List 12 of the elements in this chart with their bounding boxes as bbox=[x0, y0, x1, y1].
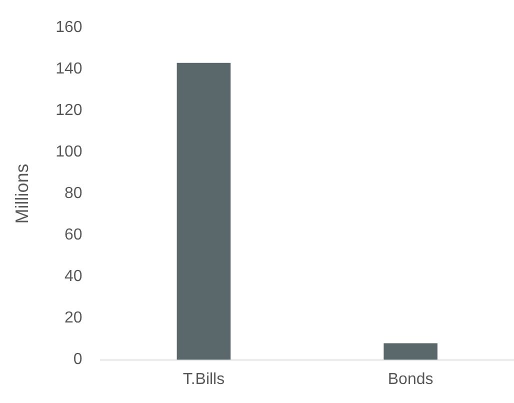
y-tick-label: 100 bbox=[56, 144, 82, 161]
y-axis-title: Millions bbox=[12, 164, 32, 224]
y-tick-label: 40 bbox=[64, 268, 82, 286]
y-tick-label: 160 bbox=[56, 19, 82, 36]
y-tick-label: 0 bbox=[73, 351, 82, 368]
y-tick-label: 140 bbox=[56, 60, 82, 78]
y-tick-label: 80 bbox=[64, 185, 82, 202]
x-tick-label: T.Bills bbox=[182, 370, 225, 388]
y-tick-label: 60 bbox=[64, 226, 82, 244]
y-tick-label: 120 bbox=[56, 102, 82, 120]
y-tick-label: 20 bbox=[64, 310, 82, 327]
x-tick-label: Bonds bbox=[388, 370, 434, 388]
